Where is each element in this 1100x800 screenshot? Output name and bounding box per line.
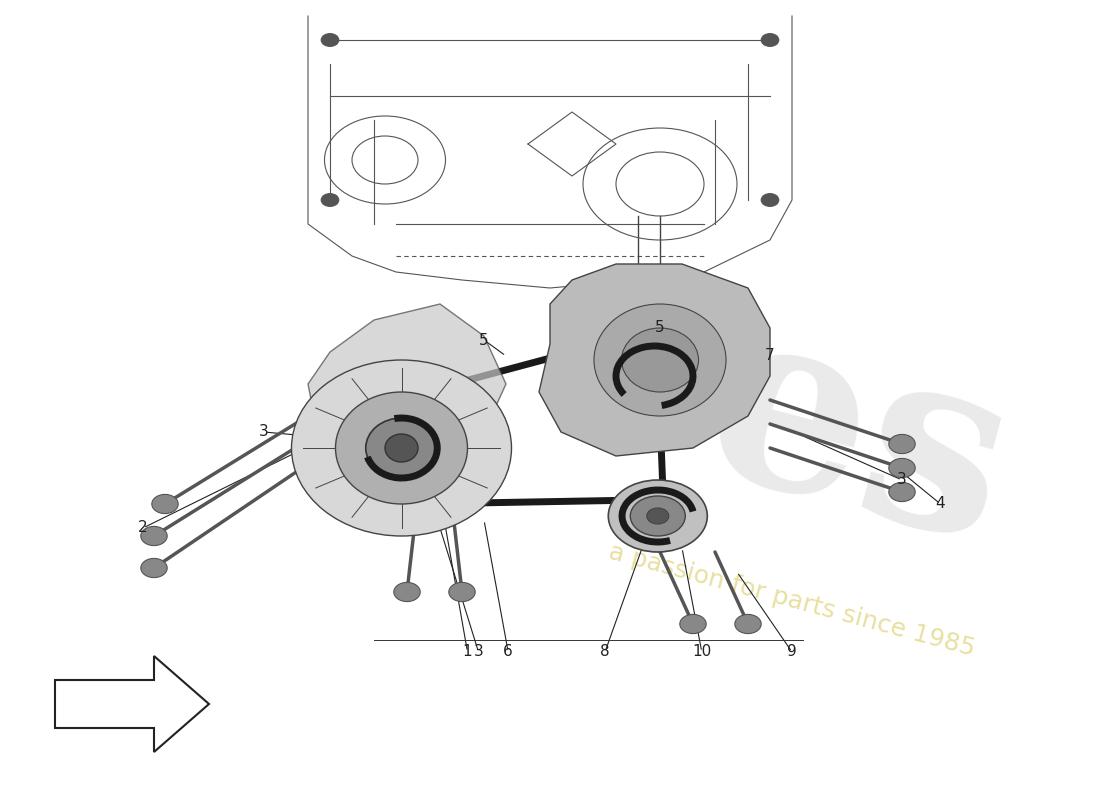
Text: 3: 3 [898,473,906,487]
Circle shape [761,34,779,46]
Circle shape [141,558,167,578]
Circle shape [394,582,420,602]
Text: 7: 7 [766,349,774,363]
Text: 9: 9 [788,645,796,659]
Text: 2: 2 [139,521,147,535]
Ellipse shape [621,328,698,392]
Circle shape [889,482,915,502]
Text: 4: 4 [936,497,945,511]
Ellipse shape [292,360,512,536]
Circle shape [630,496,685,536]
Circle shape [680,614,706,634]
Text: 8: 8 [601,645,609,659]
Circle shape [889,458,915,478]
Circle shape [608,480,707,552]
Text: 3: 3 [474,645,483,659]
Circle shape [152,494,178,514]
Text: a passion for parts since 1985: a passion for parts since 1985 [606,539,978,661]
Circle shape [321,34,339,46]
Ellipse shape [385,434,418,462]
Ellipse shape [336,392,468,504]
Text: es: es [682,284,1034,596]
Circle shape [449,582,475,602]
Circle shape [889,434,915,454]
Text: 10: 10 [692,645,712,659]
Circle shape [647,508,669,524]
Text: 1: 1 [463,645,472,659]
Circle shape [735,614,761,634]
Polygon shape [539,264,770,456]
Circle shape [321,194,339,206]
Text: 6: 6 [504,645,513,659]
Text: 5: 5 [656,321,664,335]
Text: 3: 3 [260,425,268,439]
Ellipse shape [594,304,726,416]
Polygon shape [308,304,506,472]
Text: 5: 5 [480,333,488,347]
Ellipse shape [365,418,438,478]
Circle shape [141,526,167,546]
Circle shape [761,194,779,206]
